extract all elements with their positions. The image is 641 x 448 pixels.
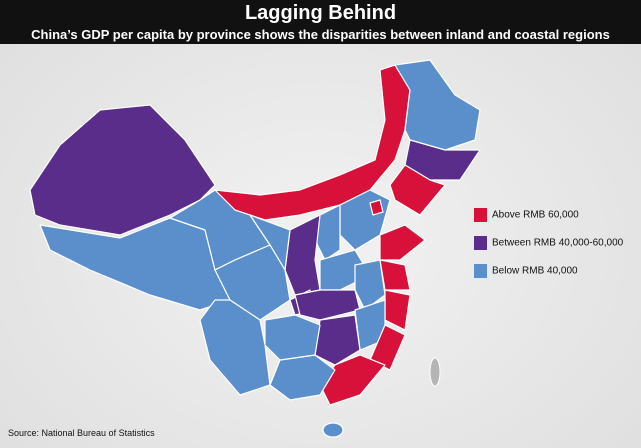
subtitle: China’s GDP per capita by province shows… <box>31 27 610 42</box>
beijing-tianjin <box>369 199 384 216</box>
tibet <box>39 217 231 311</box>
xinjiang <box>29 104 216 236</box>
legend-swatch <box>474 236 487 250</box>
zhejiang <box>384 289 411 331</box>
title: Lagging Behind <box>244 2 397 24</box>
legend-swatch <box>474 208 487 222</box>
legend-label: Below RMB 40,000 <box>492 266 578 277</box>
heilongjiang <box>394 59 481 151</box>
header: Lagging Behind China’s GDP per capita by… <box>0 0 641 44</box>
legend-label: Above RMB 60,000 <box>492 210 579 221</box>
jiangsu <box>379 259 411 291</box>
yunnan <box>199 299 271 396</box>
anhui <box>354 259 386 311</box>
shanxi <box>314 204 341 261</box>
fujian <box>369 324 406 371</box>
shaanxi <box>284 214 321 296</box>
source: Source: National Bureau of Statistics <box>8 428 155 438</box>
shandong <box>379 224 426 261</box>
legend: Above RMB 60,000 Between RMB 40,000-60,00… <box>474 208 624 278</box>
legend-label: Between RMB 40,000-60,000 <box>492 238 624 249</box>
hainan <box>322 422 344 438</box>
guizhou <box>264 314 321 361</box>
taiwan <box>429 357 441 387</box>
liaoning <box>389 164 446 216</box>
legend-swatch <box>474 264 487 278</box>
